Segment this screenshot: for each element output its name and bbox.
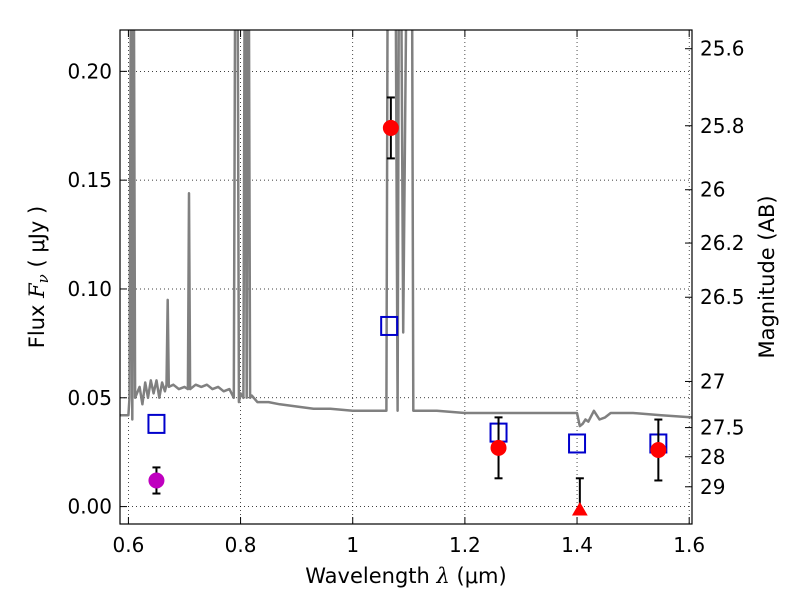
y2-axis-label: Magnitude (AB) xyxy=(755,195,779,358)
observed-point xyxy=(650,442,667,459)
x-tick-label: 1 xyxy=(346,533,359,557)
y-axis-label: Flux Fν ( μJy ) xyxy=(25,206,52,348)
marker-layer xyxy=(147,96,668,516)
plot-frame xyxy=(119,29,693,525)
model-photometry-square xyxy=(380,315,399,336)
x-tick-label: 0.8 xyxy=(225,533,257,557)
model-photometry-square xyxy=(568,433,587,454)
y2-tick-label: 27 xyxy=(700,369,725,393)
spectrum-line xyxy=(120,30,692,428)
y-tick-label: 0.00 xyxy=(67,495,112,519)
y2-tick-label: 26 xyxy=(700,178,725,202)
axes-ticks: 0.6 0.8 1 1.2 1.4 1.6 0.00 0.05 0.10 0.15 0.20 25.6… xyxy=(67,30,745,557)
observed-point xyxy=(382,119,399,136)
y2-tick-label: 25.8 xyxy=(700,114,745,138)
y2-tick-label: 29 xyxy=(700,475,725,499)
y2-tick-label: 26.2 xyxy=(700,231,745,255)
y2-tick-label: 28 xyxy=(700,445,725,469)
observed-point xyxy=(490,439,507,456)
y2-tick-label: 25.6 xyxy=(700,37,745,61)
nondetection-triangle xyxy=(571,501,588,516)
y-tick-label: 0.05 xyxy=(67,386,112,410)
y-tick-label: 0.15 xyxy=(67,168,112,192)
spectrum-layer xyxy=(120,30,692,428)
model-photometry-square xyxy=(147,413,166,434)
x-tick-label: 1.4 xyxy=(561,533,593,557)
y-tick-label: 0.20 xyxy=(67,59,112,83)
x-axis-label: Wavelength λ (μm) xyxy=(305,564,506,588)
y2-tick-label: 27.5 xyxy=(700,416,745,440)
y-tick-label: 0.10 xyxy=(67,277,112,301)
x-tick-label: 0.6 xyxy=(113,533,145,557)
x-tick-label: 1.2 xyxy=(449,533,481,557)
optical-detection-point xyxy=(148,472,165,489)
grid xyxy=(120,30,692,524)
y2-tick-label: 26.5 xyxy=(700,285,745,309)
x-tick-label: 1.6 xyxy=(673,533,705,557)
